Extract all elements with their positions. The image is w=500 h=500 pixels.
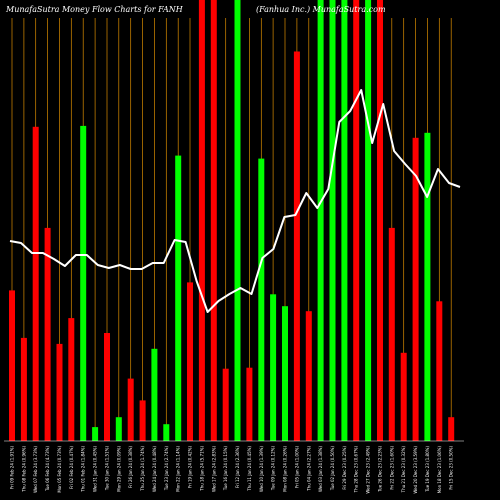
chart-title: MunafaSutra Money Flow Charts for FANH xyxy=(5,5,184,14)
x-tick-label: Fri 26 Jan 24 (0.38%) xyxy=(128,446,133,488)
x-tick-label: Mon 29 Jan 24 (0.09%) xyxy=(116,446,121,492)
x-tick-label: Wed 27 Dec 23 (2.49%) xyxy=(366,446,371,494)
x-tick-label: Thu 28 Dec 23 (0.67%) xyxy=(354,446,359,494)
money-flow-bar xyxy=(20,337,27,441)
money-flow-bar xyxy=(436,301,443,441)
money-flow-bar xyxy=(127,378,134,441)
money-flow-bar xyxy=(56,343,63,441)
money-flow-bar xyxy=(341,0,348,441)
x-tick-labels: Fri 09 Feb 24 (1.91%) Thu 08 Feb 24 (0.96… xyxy=(10,446,454,494)
money-flow-bar xyxy=(32,126,39,442)
money-flow-bar xyxy=(424,132,431,442)
money-flow-bar xyxy=(353,0,360,441)
x-tick-label: Fri 19 Jan 24 (0.42%) xyxy=(188,446,193,488)
money-flow-bar xyxy=(92,427,99,441)
x-tick-label: Wed 31 Jan 24 (0.45%) xyxy=(93,446,98,492)
x-tick-label: Thu 01 Feb 24 (1.84%) xyxy=(81,446,86,493)
money-flow-bar xyxy=(412,137,419,442)
price-line-group xyxy=(9,89,461,313)
x-tick-label: Tue 30 Jan 24 (1.51%) xyxy=(105,446,110,492)
money-flow-bar xyxy=(365,0,372,441)
x-tick-label: Fri 02 Feb 24 (0.47%) xyxy=(69,446,74,489)
money-flow-bar xyxy=(388,227,395,441)
x-tick-label: Tue 23 Jan 24 (2.74%) xyxy=(164,446,169,492)
money-flow-bars xyxy=(9,0,455,442)
money-flow-bar xyxy=(9,290,15,441)
x-tick-label: Mon 05 Feb 24 (0.73%) xyxy=(57,446,62,493)
money-flow-bar xyxy=(293,51,300,441)
x-tick-label: Fri 12 Jan 24 (2.36%) xyxy=(235,446,240,488)
money-flow-bar xyxy=(448,417,455,441)
x-tick-label: Mon 08 Jan 24 (0.26%) xyxy=(283,446,288,492)
x-tick-label: Tue 16 Jan 24 (0.15%) xyxy=(223,446,228,492)
price-line xyxy=(9,89,461,313)
x-tick-label: Thu 25 Jan 24 (1.74%) xyxy=(140,446,145,492)
money-flow-bar xyxy=(80,125,87,442)
money-flow-bar xyxy=(187,282,193,441)
x-tick-label: Tue 26 Dec 23 (2.23%) xyxy=(378,446,383,493)
x-tick-label: Wed 03 Jan 24 (1.38%) xyxy=(318,446,323,492)
money-flow-bar xyxy=(175,155,182,441)
x-tick-label: Wed 24 Jan 24 (0.48%) xyxy=(152,446,157,492)
x-tick-label: Tue 19 Dec 23 (1.80%) xyxy=(425,446,430,493)
chart-subtitle: (Fanhua Inc.) MunafaSutra.com xyxy=(256,5,386,14)
money-flow-bar xyxy=(305,311,312,441)
money-flow-bar xyxy=(163,424,170,441)
x-tick-label: Wed 10 Jan 24 (1.39%) xyxy=(259,446,264,492)
money-flow-bar xyxy=(234,0,241,441)
money-flow-bar xyxy=(44,227,51,441)
x-tick-label: Mon 18 Dec 23 (1.06%) xyxy=(437,446,442,494)
x-tick-label: Thu 11 Jan 24 (0.45%) xyxy=(247,446,252,492)
x-tick-label: Thu 08 Feb 24 (0.96%) xyxy=(21,446,26,493)
money-flow-bar xyxy=(222,368,229,441)
x-tick-label: Fri 22 Dec 23 (1.60%) xyxy=(389,446,394,490)
money-flow-bar xyxy=(210,0,217,441)
money-flow-bar xyxy=(151,348,158,441)
x-tick-label: Tue 06 Feb 24 (4.73%) xyxy=(45,446,50,492)
x-tick-label: Wed 17 Jan 24 (2.83%) xyxy=(211,446,216,492)
money-flow-bar xyxy=(198,0,205,441)
money-flow-bar xyxy=(104,333,110,441)
x-tick-label: Fri 09 Feb 24 (1.91%) xyxy=(10,446,15,489)
x-tick-label: Wed 20 Dec 23 (3.59%) xyxy=(413,446,418,494)
x-tick-label: Thu 18 Jan 24 (5.71%) xyxy=(199,446,204,492)
x-tick-label: Thu 21 Dec 23 (0.32%) xyxy=(401,446,406,494)
x-tick-label: Wed 07 Feb 24 (3.73%) xyxy=(33,446,38,493)
x-tick-label: Thu 04 Jan 24 (2.27%) xyxy=(306,446,311,492)
x-tick-label: Fri 05 Jan 24 (1.00%) xyxy=(294,446,299,488)
x-tick-label: Fri 29 Dec 23 (0.25%) xyxy=(342,446,347,490)
money-flow-bar xyxy=(317,0,324,441)
money-flow-bar xyxy=(258,158,265,441)
x-tick-label: Fri 15 Dec 23 (0.50%) xyxy=(449,446,454,490)
money-flow-bar xyxy=(400,352,407,441)
x-tick-label: Mon 22 Jan 24 (1.14%) xyxy=(176,446,181,492)
money-flow-bar xyxy=(246,367,253,441)
money-flow-bar xyxy=(329,0,336,441)
money-flow-bar xyxy=(282,306,288,441)
money-flow-bar xyxy=(139,400,146,441)
x-tick-label: Tue 02 Jan 24 (0.50%) xyxy=(330,446,335,492)
money-flow-bar xyxy=(68,318,75,441)
x-tick-label: Tue 09 Jan 24 (0.12%) xyxy=(271,446,276,492)
money-flow-bar xyxy=(270,294,277,441)
money-flow-bar xyxy=(377,0,383,441)
money-flow-bar xyxy=(115,417,122,441)
